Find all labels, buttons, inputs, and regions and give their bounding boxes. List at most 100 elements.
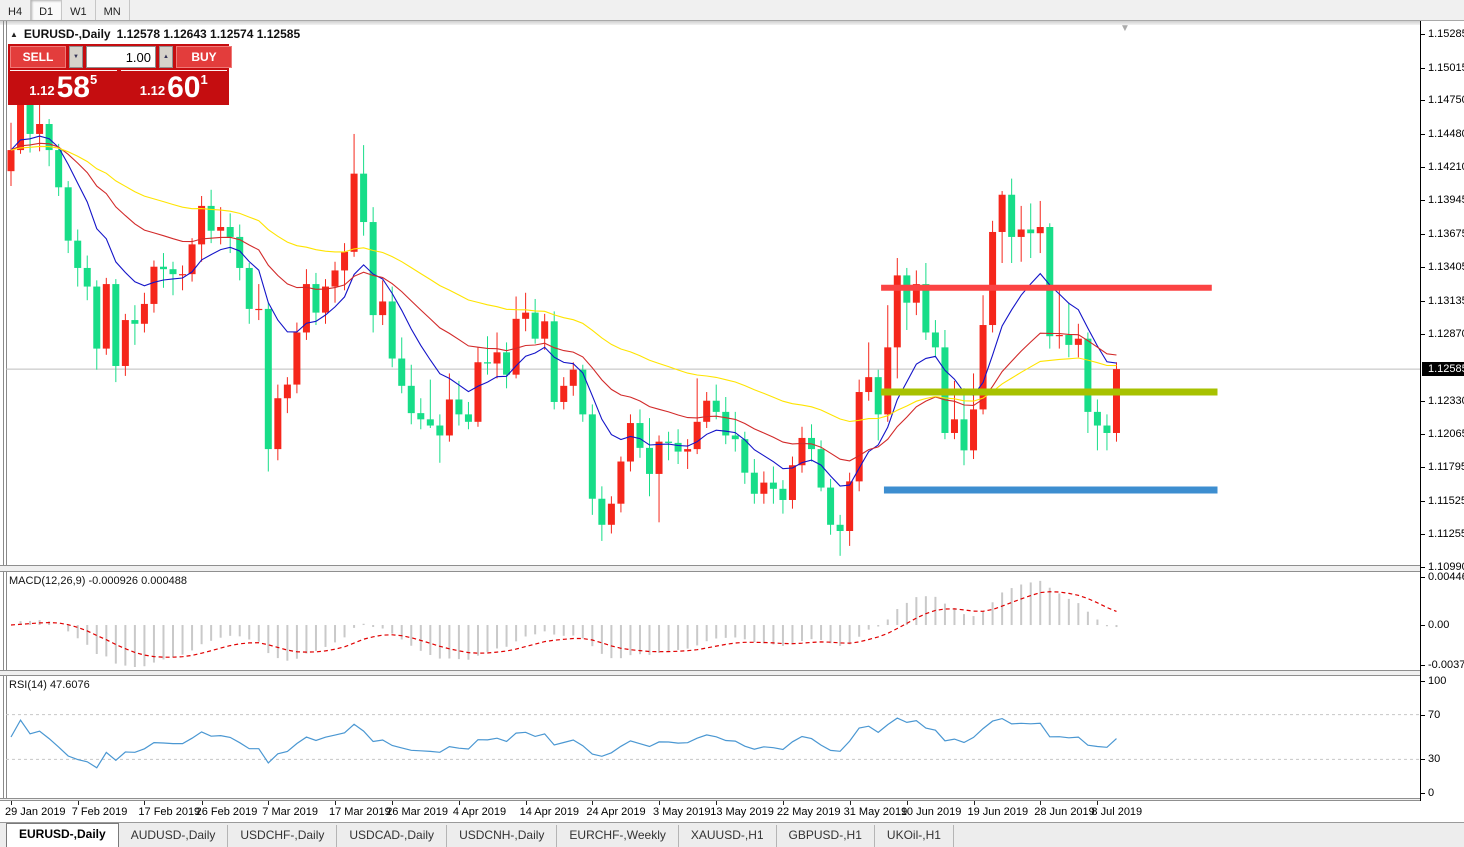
tab-eurusd-daily[interactable]: EURUSD-,Daily: [6, 823, 119, 847]
price-axis-tick: [1421, 167, 1425, 169]
time-axis[interactable]: 29 Jan 2019 7 Feb 2019 17 Feb 2019 26 Feb 2…: [0, 801, 1464, 822]
buy-button[interactable]: BUY: [176, 46, 232, 68]
volume-decrease-icon[interactable]: ▼: [69, 46, 83, 68]
volume-input[interactable]: [86, 46, 156, 68]
candle-body: [140, 303, 148, 324]
candle-body: [445, 399, 453, 436]
candle-body: [741, 439, 749, 473]
tab-usdcnh-daily[interactable]: USDCNH-,Daily: [447, 825, 558, 847]
chart-shift-marker-icon[interactable]: ▼: [1120, 23, 1130, 34]
chart-ohlc-values: 1.12578 1.12643 1.12574 1.12585: [116, 27, 301, 41]
sell-price-big: 58: [56, 71, 90, 104]
sell-price-display[interactable]: 1.12 58 5: [10, 70, 117, 103]
candle-body: [474, 362, 482, 422]
candle-body: [512, 318, 520, 375]
macd-pane[interactable]: [6, 572, 1420, 670]
price-axis[interactable]: 1.12585 1.15285 1.15015 1.14750 1.14480 1.14…: [1420, 21, 1464, 822]
timeframe-button-mn[interactable]: MN: [96, 0, 130, 20]
macd-signal-line: [10, 591, 1117, 658]
candle-body: [207, 205, 215, 231]
time-axis-tick: [144, 801, 146, 805]
time-axis-label: 13 May 2019: [710, 806, 774, 818]
candle-body: [626, 423, 634, 462]
price-axis-tick: [1421, 233, 1425, 235]
time-axis-label: 7 Mar 2019: [262, 806, 318, 818]
candle-body: [550, 321, 558, 402]
timeframe-button-w1[interactable]: W1: [62, 0, 96, 20]
price-axis-tick: [1421, 665, 1425, 666]
price-axis-tick: [1421, 267, 1425, 269]
current-price-tag: 1.12585: [1422, 362, 1464, 377]
pane-splitter-macd[interactable]: [0, 565, 1464, 572]
rsi-axis-label: 30: [1428, 753, 1441, 766]
price-axis-tick: [1421, 333, 1425, 335]
volume-increase-icon[interactable]: ▲: [159, 46, 173, 68]
chart-window: ▼ ▲ EURUSD-,Daily 1.12578 1.12643 1.1257…: [0, 21, 1464, 847]
price-axis-tick: [1421, 625, 1425, 627]
candle-body: [1103, 425, 1111, 433]
moving-average-line-10: [10, 135, 1117, 487]
price-axis-tick: [1421, 300, 1425, 302]
rsi-axis-label: 70: [1428, 708, 1441, 721]
candle-body: [1055, 334, 1063, 337]
main-price-pane[interactable]: [6, 25, 1420, 565]
candle-body: [274, 398, 282, 450]
trade-panel-collapse-icon[interactable]: ▲: [10, 29, 18, 39]
tab-audusd-daily[interactable]: AUDUSD-,Daily: [119, 825, 229, 847]
candle-body: [1008, 194, 1016, 237]
candle-body: [655, 441, 663, 474]
window-top-band: [0, 21, 1464, 25]
price-axis-tick: [1421, 67, 1425, 69]
macd-axis-label: 0.00: [1428, 619, 1450, 632]
candle-body: [950, 419, 958, 433]
tab-eurchf-weekly[interactable]: EURCHF-,Weekly: [557, 825, 679, 847]
time-axis-label: 14 Apr 2019: [519, 806, 579, 818]
rsi-axis-label: 100: [1428, 675, 1447, 687]
candle-body: [998, 194, 1006, 232]
rsi-pane[interactable]: [6, 676, 1420, 798]
candle-body: [1036, 227, 1044, 234]
candle-body: [159, 266, 167, 270]
price-axis-tick: [1421, 500, 1425, 502]
sell-button[interactable]: SELL: [10, 46, 66, 68]
time-axis-label: 17 Mar 2019: [329, 806, 391, 818]
candle-body: [283, 384, 291, 399]
chart-tab-bar: EURUSD-,Daily AUDUSD-,Daily USDCHF-,Dail…: [0, 822, 1464, 847]
price-axis-tick: [1421, 200, 1425, 202]
tab-usdcad-daily[interactable]: USDCAD-,Daily: [337, 825, 448, 847]
price-axis-tick: [1421, 34, 1425, 36]
candle-body: [379, 301, 387, 316]
timeframe-button-d1[interactable]: D1: [31, 0, 63, 20]
time-axis-tick: [268, 801, 270, 805]
candle-body: [1017, 229, 1025, 237]
price-axis-tick: [1421, 467, 1425, 469]
time-axis-tick: [592, 801, 594, 805]
candle-body: [989, 231, 997, 326]
candle-body: [636, 423, 644, 448]
tab-gbpusd-h1[interactable]: GBPUSD-,H1: [777, 825, 875, 847]
candle-body: [398, 358, 406, 386]
price-axis-label: 1.15015: [1428, 61, 1464, 74]
tab-xauusd-h1[interactable]: XAUUSD-,H1: [679, 825, 777, 847]
candle-body: [169, 269, 177, 275]
time-axis-tick: [201, 801, 203, 805]
candle-body: [407, 385, 415, 414]
pane-splitter-rsi[interactable]: [0, 670, 1464, 676]
price-axis-tick: [1421, 133, 1425, 135]
tab-usdchf-daily[interactable]: USDCHF-,Daily: [228, 825, 338, 847]
candle-body: [1093, 411, 1101, 426]
candle-body: [769, 482, 777, 489]
timeframe-button-h4[interactable]: H4: [0, 0, 32, 20]
candle-body: [970, 409, 978, 451]
tab-ukoil-h1[interactable]: UKOil-,H1: [875, 825, 954, 847]
buy-price-display[interactable]: 1.12 60 1: [120, 70, 227, 103]
time-axis-tick: [716, 801, 718, 805]
candle-body: [569, 369, 577, 386]
time-axis-label: 4 Apr 2019: [452, 806, 507, 818]
candle-body: [74, 240, 82, 268]
candle-body: [1046, 227, 1054, 337]
macd-indicator-label: MACD(12,26,9) -0.000926 0.000488: [9, 575, 187, 587]
timeframe-toolbar: H4 D1 W1 MN: [0, 0, 1464, 21]
buy-price-pipette: 1: [200, 72, 208, 87]
price-axis-label: 1.13945: [1428, 194, 1464, 207]
